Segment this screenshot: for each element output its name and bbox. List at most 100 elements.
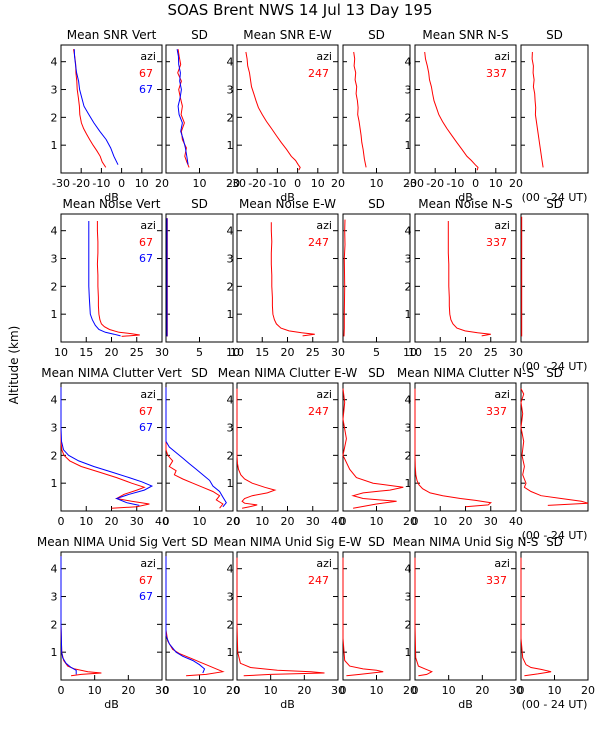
panel-0-1: SD 10 20 (165, 28, 240, 190)
series-line-blue (88, 221, 121, 337)
series-line-blue (60, 387, 154, 506)
x-tick-label: -30 (406, 177, 424, 190)
x-tick-label: 40 (331, 515, 345, 528)
panel-title: SD (191, 366, 208, 380)
x-tick-label: 30 (509, 684, 523, 697)
x-tick-label: 40 (509, 515, 523, 528)
y-tick-label: 3 (405, 253, 412, 266)
panel-title: SD (368, 28, 385, 42)
panel-1-3: SD 5 10 (342, 197, 417, 359)
series-line-red (342, 388, 404, 509)
legend-entry: 67 (139, 67, 153, 80)
x-tick-label: 0 (118, 177, 125, 190)
x-tick-label: 10 (230, 346, 244, 359)
x-tick-label: 10 (370, 515, 384, 528)
legend-entry: 67 (139, 405, 153, 418)
panel-title: Mean Noise N-S (418, 197, 513, 211)
panel-title: Mean NIMA Unid Sig Vert (37, 535, 187, 549)
y-tick-label: 4 (51, 563, 58, 576)
plot-frame (520, 213, 589, 343)
x-tick-label: 20 (297, 684, 311, 697)
panel-title: Mean Noise Vert (63, 197, 161, 211)
x-tick-label: 0 (412, 684, 419, 697)
plot-frame (414, 44, 517, 174)
plot-frame (165, 382, 234, 512)
x-tick-label: 0 (340, 684, 347, 697)
series-line-red (60, 387, 150, 509)
x-tick-label: 0 (518, 684, 525, 697)
x-tick-label: 10 (255, 515, 269, 528)
panel-title: SD (546, 28, 563, 42)
panel-title: SD (546, 366, 563, 380)
x-tick-label: 0 (58, 684, 65, 697)
y-tick-label: 4 (51, 56, 58, 69)
legend-entry: 247 (308, 67, 329, 80)
x-tick-label: 0 (58, 515, 65, 528)
legend-entry: 67 (139, 252, 153, 265)
x-tick-label: 10 (370, 684, 384, 697)
y-tick-label: 3 (51, 591, 58, 604)
x-tick-label: 20 (155, 177, 169, 190)
x-tick-label: 20 (403, 177, 417, 190)
x-tick-label: 20 (581, 684, 595, 697)
plot-frame (60, 44, 163, 174)
x-tick-label: 10 (54, 346, 68, 359)
x-tick-label: 20 (509, 177, 523, 190)
y-tick-label: 2 (51, 449, 58, 462)
legend-entry: 67 (139, 421, 153, 434)
series-line-red (343, 219, 346, 337)
series-line-red (342, 557, 384, 677)
x-tick-label: 10 (370, 177, 384, 190)
series-line-blue (176, 49, 189, 165)
plot-frame (414, 382, 517, 512)
x-tick-label: 10 (193, 177, 207, 190)
legend-entry: 67 (139, 574, 153, 587)
x-tick-label: -20 (426, 177, 444, 190)
y-tick-label: 3 (227, 253, 234, 266)
plot-frame (342, 44, 411, 174)
y-tick-label: 2 (405, 111, 412, 124)
legend-header: azi (140, 50, 156, 63)
y-tick-label: 2 (405, 280, 412, 293)
legend-entry: 67 (139, 236, 153, 249)
y-tick-label: 2 (51, 280, 58, 293)
panel-3-2: Mean NIMA Unid Sig E-W 1 2 3 4 0 10 20 30 dB azi 24… (213, 535, 361, 711)
panel-1-5: SD (00 - 24 UT) (520, 197, 589, 373)
panel-title: SD (191, 28, 208, 42)
x-tick-label: -20 (248, 177, 266, 190)
x-tick-label: 0 (294, 177, 301, 190)
x-tick-label: 10 (226, 346, 240, 359)
x-tick-label: 5 (196, 346, 203, 359)
y-tick-label: 4 (405, 563, 412, 576)
x-tick-label: 20 (226, 515, 240, 528)
panel-title: Mean NIMA Clutter N-S (397, 366, 534, 380)
x-tick-label: 10 (193, 515, 207, 528)
x-tick-label: 30 (130, 515, 144, 528)
legend-entry: 247 (308, 236, 329, 249)
x-tick-label: 30 (306, 515, 320, 528)
plot-frame (520, 44, 589, 174)
panel-1-2: Mean Noise E-W 1 2 3 4 10 15 20 25 30 azi 247 (227, 197, 346, 359)
y-tick-label: 1 (405, 646, 412, 659)
x-tick-label: 20 (226, 177, 240, 190)
y-tick-label: 4 (405, 394, 412, 407)
plot-frame (165, 213, 234, 343)
panel-2-3: SD0 10 20 (340, 366, 418, 528)
panel-1-1: SD 5 10 (165, 197, 240, 359)
y-tick-label: 1 (227, 308, 234, 321)
x-tick-label: 25 (130, 346, 144, 359)
plot-frame (60, 551, 163, 681)
plot-frame (236, 382, 339, 512)
x-tick-label: 30 (331, 346, 345, 359)
time-note: (00 - 24 UT) (522, 529, 588, 542)
x-tick-label: 10 (433, 515, 447, 528)
x-tick-label: 30 (509, 346, 523, 359)
x-tick-label: 10 (88, 684, 102, 697)
plot-frame (342, 213, 411, 343)
panel-title: SD (368, 366, 385, 380)
panel-1-4: Mean Noise N-S 1 2 3 4 10 15 20 25 30 azi 337 (405, 197, 524, 359)
plot-frame (342, 551, 411, 681)
panel-title: Mean SNR E-W (243, 28, 332, 42)
